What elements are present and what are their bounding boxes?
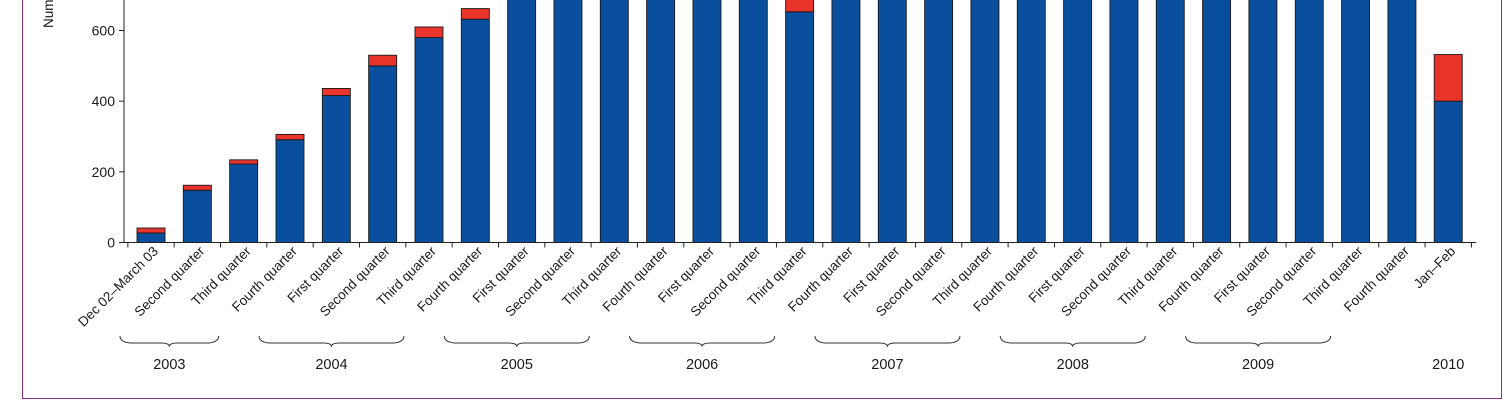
bar-segment-blue xyxy=(321,95,351,243)
year-brace xyxy=(119,335,220,348)
bar-segment-red xyxy=(1433,54,1463,102)
bar-segment-blue xyxy=(692,0,722,243)
figure-frame xyxy=(22,0,1502,399)
bar-segment-blue xyxy=(1387,0,1417,243)
category-label: Jan–Feb xyxy=(1411,244,1459,292)
bar-segment-blue xyxy=(785,11,815,243)
year-label: 2008 xyxy=(1057,357,1089,373)
bar-segment-red xyxy=(460,8,490,20)
year-brace xyxy=(258,335,405,348)
category-label: Dec 02–March 03 xyxy=(75,244,161,330)
bar-segment-blue xyxy=(507,0,537,243)
bar-segment-red xyxy=(182,184,212,191)
year-brace xyxy=(814,335,961,348)
bar-segment-blue xyxy=(1016,0,1046,243)
x-axis xyxy=(124,242,1476,248)
bar-segment-blue xyxy=(414,37,444,243)
bars-group xyxy=(136,0,1463,243)
year-brace xyxy=(629,335,776,348)
bar-segment-blue xyxy=(1294,0,1324,243)
bar-segment-blue xyxy=(1202,0,1232,243)
bar-segment-red xyxy=(321,87,351,96)
bar-segment-blue xyxy=(553,0,583,243)
bar-segment-red xyxy=(229,159,259,165)
bar-segment-blue xyxy=(924,0,954,243)
bar-segment-blue xyxy=(229,163,259,243)
bar-segment-blue xyxy=(877,0,907,243)
year-label: 2006 xyxy=(686,357,718,373)
bar-segment-blue xyxy=(275,139,305,243)
bar-segment-red xyxy=(275,133,305,141)
y-tick-label: 0 xyxy=(107,235,115,251)
year-brace xyxy=(443,335,590,348)
bar-segment-red xyxy=(368,54,398,67)
bar-segment-blue xyxy=(1155,0,1185,243)
year-label: 2003 xyxy=(153,357,185,373)
y-tick-label: 600 xyxy=(92,23,116,39)
bar-segment-red xyxy=(136,227,166,234)
bar-segment-blue xyxy=(182,189,212,243)
y-tick-label: 200 xyxy=(92,164,116,180)
year-label: 2005 xyxy=(501,357,533,373)
year-label: 2009 xyxy=(1242,357,1274,373)
year-labels: 2003 2004 2005 2006 2007 2008 2009 2010 xyxy=(153,357,1464,373)
year-brace xyxy=(1185,335,1332,348)
bar-segment-blue xyxy=(1248,0,1278,243)
year-label: 2007 xyxy=(871,357,903,373)
bar-segment-red xyxy=(414,26,444,39)
y-tick-label: 400 xyxy=(92,93,116,109)
year-brace xyxy=(999,335,1146,348)
bar-segment-blue xyxy=(599,0,629,243)
bar-segment-blue xyxy=(1433,100,1463,243)
y-axis-label: Number xyxy=(41,0,56,28)
bar-segment-red xyxy=(785,0,815,13)
year-label: 2010 xyxy=(1432,357,1464,373)
bar-segment-blue xyxy=(738,0,768,243)
bar-segment-blue xyxy=(460,18,490,243)
bar-segment-blue xyxy=(368,65,398,243)
bar-segment-blue xyxy=(1063,0,1093,243)
year-braces xyxy=(119,335,1332,348)
year-label: 2004 xyxy=(315,357,347,373)
bar-segment-blue xyxy=(831,0,861,243)
bar-segment-blue xyxy=(646,0,676,243)
bar-segment-blue xyxy=(970,0,1000,243)
bar-segment-blue xyxy=(1341,0,1371,243)
bar-segment-blue xyxy=(1109,0,1139,243)
y-axis: 0 200 400 600 xyxy=(92,0,125,251)
bar-segment-blue xyxy=(136,232,166,243)
